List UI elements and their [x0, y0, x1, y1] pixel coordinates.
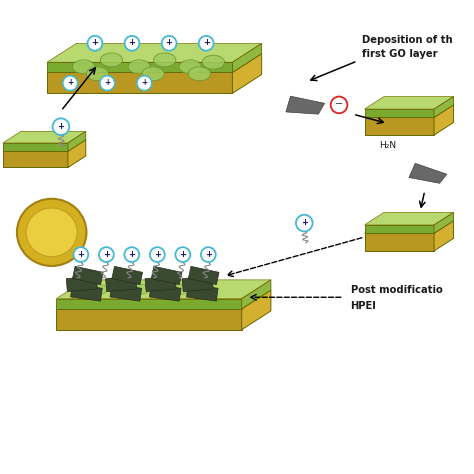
Circle shape — [331, 97, 347, 113]
Ellipse shape — [130, 284, 149, 294]
Ellipse shape — [179, 60, 201, 74]
Polygon shape — [232, 54, 262, 93]
Text: +: + — [141, 78, 147, 87]
Ellipse shape — [128, 60, 150, 74]
Text: −: − — [335, 100, 343, 109]
Text: +: + — [104, 78, 110, 87]
Ellipse shape — [17, 199, 86, 266]
Polygon shape — [365, 118, 434, 135]
Text: +: + — [128, 250, 136, 259]
Text: +: + — [205, 250, 212, 259]
Polygon shape — [188, 266, 219, 284]
Polygon shape — [47, 44, 262, 62]
Polygon shape — [365, 225, 434, 233]
Circle shape — [175, 247, 190, 262]
Polygon shape — [3, 131, 86, 143]
Text: +: + — [165, 38, 173, 47]
Polygon shape — [112, 266, 143, 284]
Circle shape — [53, 118, 69, 135]
Circle shape — [88, 36, 102, 51]
Polygon shape — [286, 96, 325, 114]
Polygon shape — [186, 284, 218, 301]
Ellipse shape — [142, 67, 164, 81]
Circle shape — [99, 247, 114, 262]
Text: +: + — [128, 38, 136, 47]
Polygon shape — [68, 140, 86, 167]
Polygon shape — [66, 276, 97, 292]
Polygon shape — [47, 54, 262, 73]
Ellipse shape — [26, 208, 77, 257]
Polygon shape — [106, 276, 137, 292]
Ellipse shape — [154, 53, 176, 67]
Text: +: + — [301, 218, 308, 227]
Polygon shape — [68, 131, 86, 151]
Polygon shape — [47, 73, 232, 93]
Circle shape — [162, 36, 176, 51]
Polygon shape — [242, 290, 271, 330]
Ellipse shape — [73, 60, 95, 74]
Polygon shape — [145, 276, 176, 292]
Polygon shape — [73, 266, 103, 284]
Circle shape — [137, 76, 152, 91]
Polygon shape — [409, 164, 447, 183]
Text: +: + — [77, 250, 84, 259]
Polygon shape — [56, 309, 242, 330]
Polygon shape — [56, 280, 271, 299]
Circle shape — [150, 247, 165, 262]
Polygon shape — [434, 97, 454, 118]
Polygon shape — [3, 143, 68, 151]
Text: +: + — [179, 250, 186, 259]
Polygon shape — [365, 212, 454, 225]
Polygon shape — [365, 221, 454, 233]
Polygon shape — [434, 212, 454, 233]
Circle shape — [73, 247, 88, 262]
Ellipse shape — [89, 284, 107, 294]
Polygon shape — [3, 140, 86, 151]
Polygon shape — [56, 299, 242, 309]
Polygon shape — [56, 290, 271, 309]
Text: +: + — [103, 250, 110, 259]
Polygon shape — [365, 109, 434, 118]
Polygon shape — [182, 276, 213, 292]
Text: +: + — [67, 78, 73, 87]
Circle shape — [125, 36, 139, 51]
Polygon shape — [242, 280, 271, 309]
Polygon shape — [110, 284, 142, 301]
Circle shape — [296, 215, 313, 231]
Text: Deposition of th: Deposition of th — [362, 35, 453, 45]
Text: HPEI: HPEI — [351, 301, 376, 310]
Polygon shape — [434, 221, 454, 251]
Text: +: + — [203, 38, 210, 47]
Polygon shape — [149, 284, 181, 301]
Ellipse shape — [188, 67, 210, 81]
Ellipse shape — [100, 53, 123, 67]
Ellipse shape — [170, 284, 188, 294]
Circle shape — [63, 76, 78, 91]
Text: +: + — [57, 122, 64, 131]
Polygon shape — [232, 44, 262, 73]
Polygon shape — [3, 151, 68, 167]
Text: +: + — [154, 250, 161, 259]
Text: first GO layer: first GO layer — [362, 49, 438, 59]
Circle shape — [100, 76, 115, 91]
Polygon shape — [434, 105, 454, 135]
Polygon shape — [365, 233, 434, 251]
Circle shape — [201, 247, 216, 262]
Polygon shape — [151, 266, 182, 284]
Ellipse shape — [86, 67, 109, 81]
Circle shape — [125, 247, 139, 262]
Polygon shape — [365, 105, 454, 118]
Text: +: + — [91, 38, 99, 47]
Circle shape — [199, 36, 214, 51]
Polygon shape — [47, 62, 232, 73]
Polygon shape — [71, 284, 102, 301]
Text: Post modificatio: Post modificatio — [351, 285, 442, 295]
Text: H₂N: H₂N — [379, 141, 396, 150]
Ellipse shape — [202, 55, 225, 69]
Polygon shape — [365, 97, 454, 109]
